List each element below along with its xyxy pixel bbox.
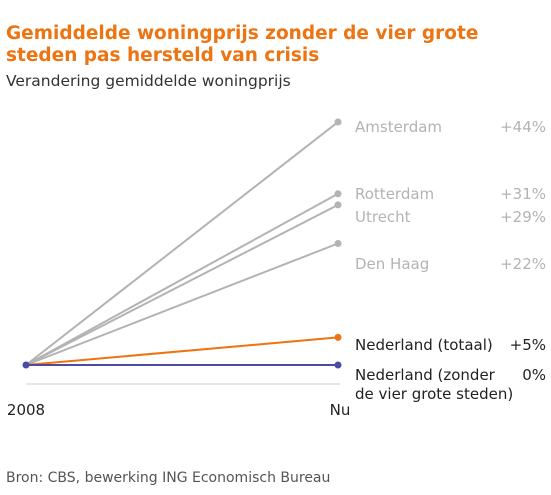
series-value-label: +31% (500, 185, 546, 203)
series-start-point (22, 361, 30, 369)
series-end-point (334, 240, 342, 247)
series-value-label: +5% (510, 336, 546, 354)
chart-subtitle: Verandering gemiddelde woningprijs (6, 72, 291, 90)
series-label: Amsterdam (355, 118, 442, 136)
x-tick-label: 2008 (7, 401, 45, 419)
series-layer: Amsterdam +44% Rotterdam +31% Utrecht +29% Den… (22, 118, 546, 403)
series-label: Den Haag (355, 255, 429, 273)
series-end-point (334, 361, 342, 369)
series-value-label: +22% (500, 255, 546, 273)
series-line (25, 203, 339, 366)
source-note: Bron: CBS, bewerking ING Economisch Bure… (6, 470, 331, 486)
series-line (25, 192, 339, 366)
series-value-label: +29% (500, 208, 546, 226)
series-label: Nederland (zonder de vier grote steden) (355, 366, 513, 403)
series-end-point (334, 333, 342, 341)
series-end-point (334, 201, 342, 209)
series-line (25, 121, 339, 366)
series-value-label: 0% (522, 366, 546, 384)
series-label: Nederland (totaal) (355, 336, 493, 354)
series-line (25, 242, 339, 366)
series-label: Utrecht (355, 208, 411, 226)
chart-title: Gemiddelde woningprijs zonder de vier gr… (6, 23, 479, 66)
series-value-label: +44% (500, 118, 546, 136)
series-end-point (334, 190, 342, 198)
series-end-point (334, 118, 342, 126)
series-line (25, 336, 339, 366)
series-label: Rotterdam (355, 185, 434, 203)
x-tick-label: Nu (330, 401, 351, 419)
